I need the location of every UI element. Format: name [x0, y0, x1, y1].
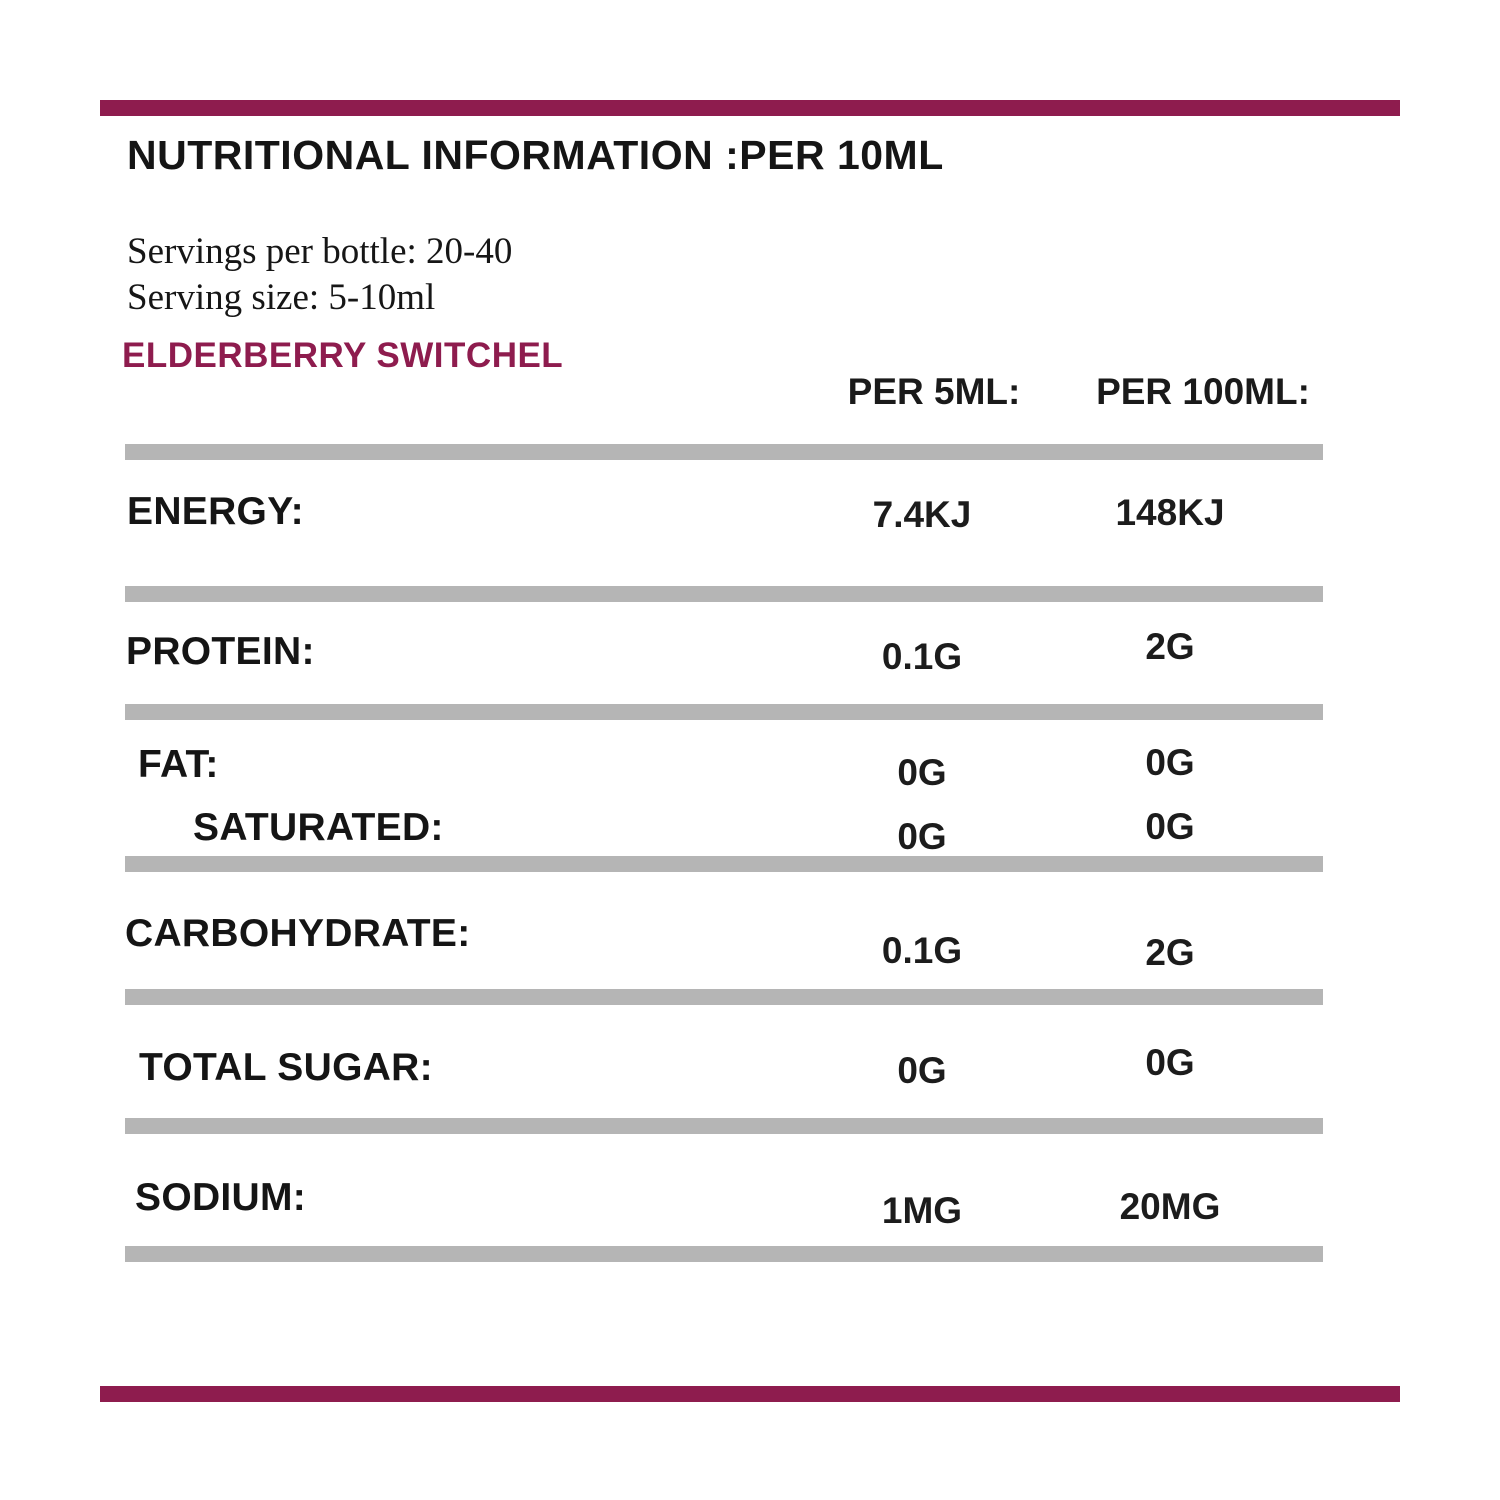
row-label-fat: FAT: [138, 743, 219, 786]
bottom-accent-bar [100, 1386, 1400, 1402]
sodium-per-5ml-value: 1MG [881, 1190, 963, 1231]
saturated-per-5ml-value: 0G [897, 816, 947, 857]
saturated-per-100ml-value: 0G [1145, 806, 1195, 847]
energy-per-5ml-value: 7.4KJ [872, 494, 972, 535]
protein-per-100ml-value: 2G [1145, 626, 1195, 667]
top-accent-bar [100, 100, 1400, 116]
total-sugar-per-100ml-value: 0G [1145, 1042, 1195, 1083]
row-label-protein: PROTEIN: [126, 630, 315, 673]
row-divider [125, 989, 1323, 1005]
row-divider [125, 1246, 1323, 1262]
serving-size-text: Serving size: 5-10ml [127, 277, 436, 318]
sodium-per-100ml-value: 20MG [1119, 1186, 1221, 1227]
servings-per-bottle-text: Servings per bottle: 20-40 [127, 231, 513, 272]
fat-per-100ml-value: 0G [1145, 742, 1195, 783]
row-divider [125, 1118, 1323, 1134]
column-header-per-5ml: PER 5ML: [847, 371, 1021, 412]
row-label-saturated: SATURATED: [193, 806, 444, 849]
carbohydrate-per-5ml-value: 0.1G [881, 930, 963, 971]
row-divider [125, 704, 1323, 720]
product-name: ELDERBERRY SWITCHEL [122, 336, 564, 375]
fat-per-5ml-value: 0G [897, 752, 947, 793]
carbohydrate-per-100ml-value: 2G [1145, 932, 1195, 973]
row-divider [125, 856, 1323, 872]
row-label-energy: ENERGY: [127, 490, 304, 533]
energy-per-100ml-value: 148KJ [1115, 492, 1225, 533]
page-title: NUTRITIONAL INFORMATION :PER 10ML [127, 132, 944, 178]
total-sugar-per-5ml-value: 0G [897, 1050, 947, 1091]
row-label-sodium: SODIUM: [135, 1176, 307, 1219]
row-label-total-sugar: TOTAL SUGAR: [139, 1046, 433, 1089]
column-header-per-100ml: PER 100ML: [1096, 371, 1310, 412]
row-label-carbohydrate: CARBOHYDRATE: [125, 912, 471, 955]
row-divider [125, 444, 1323, 460]
protein-per-5ml-value: 0.1G [881, 636, 963, 677]
row-divider [125, 586, 1323, 602]
